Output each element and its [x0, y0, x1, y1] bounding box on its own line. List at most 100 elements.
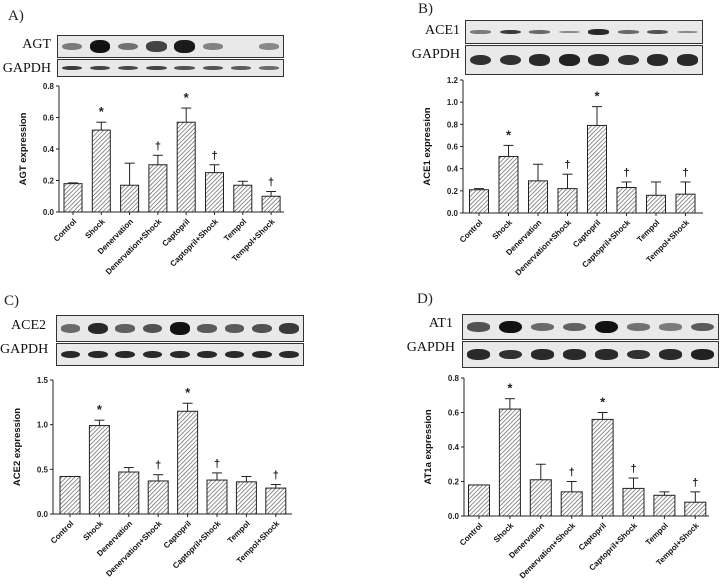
significance-dagger: † [155, 140, 161, 152]
blot-band [499, 29, 521, 35]
bar [177, 410, 199, 515]
significance-star: * [507, 381, 513, 396]
blot-band [61, 65, 83, 71]
blot-band [115, 324, 136, 333]
y-tick-label: 0.0 [447, 209, 459, 218]
blot-d-target-label: AT1 [428, 316, 453, 331]
blot-band [142, 323, 163, 334]
blot-d-loading-label: GAPDH [406, 340, 455, 355]
blot-band [118, 65, 139, 71]
blot-band [626, 349, 650, 360]
blot-band [88, 322, 108, 335]
western-blot-at1 [462, 314, 719, 340]
blot-b-target-label: ACE1 [425, 23, 460, 38]
significance-star: * [594, 89, 600, 104]
bar [88, 425, 110, 515]
blot-band [626, 323, 650, 331]
blot-band [594, 320, 618, 334]
y-tick-label: 1.0 [37, 421, 49, 430]
blot-band [499, 320, 523, 334]
y-tick-label: 0.4 [447, 165, 459, 174]
blot-band [690, 322, 714, 332]
blot-band [142, 350, 163, 359]
western-blot-gapdh-b [465, 45, 703, 75]
blot-band [258, 66, 280, 70]
y-axis-label: ACE1 expression [422, 107, 433, 185]
bar [63, 183, 83, 213]
bar [206, 479, 228, 515]
x-tick-label: Tempol [222, 217, 248, 243]
western-blot-gapdh-d [462, 341, 719, 368]
y-tick-label: 0.2 [43, 177, 55, 186]
bar [233, 184, 253, 213]
bar [616, 187, 637, 214]
blot-band [588, 54, 610, 66]
bar [557, 188, 578, 214]
blot-c-target-label: ACE2 [11, 318, 46, 333]
blot-band [470, 54, 492, 66]
blot-band [174, 65, 195, 71]
bar [205, 172, 224, 213]
y-tick-label: 0.6 [448, 409, 460, 418]
significance-star: * [97, 402, 103, 417]
significance-dagger: † [564, 159, 570, 171]
blot-band [588, 29, 610, 35]
blot-band [252, 350, 272, 359]
y-tick-label: 0.8 [447, 120, 459, 129]
blot-band [174, 40, 195, 53]
x-tick-label: Shock [492, 521, 516, 545]
bar [261, 195, 281, 213]
significance-dagger: † [273, 470, 279, 482]
bar [468, 484, 490, 517]
y-tick-label: 0.8 [448, 374, 460, 383]
significance-star: * [506, 127, 512, 142]
bar [176, 121, 196, 213]
blot-band [279, 323, 300, 334]
y-tick-label: 0.6 [447, 143, 459, 152]
significance-dagger: † [155, 460, 161, 472]
x-tick-label: Control [52, 217, 78, 243]
blot-band [197, 324, 218, 333]
x-tick-label: Tempol [644, 521, 670, 547]
significance-star: * [600, 395, 606, 410]
blot-band [647, 54, 669, 66]
bar [148, 164, 168, 213]
blot-band [258, 43, 280, 50]
bar [675, 193, 696, 214]
bar [529, 479, 552, 517]
bar [498, 155, 519, 214]
x-tick-label: Tempol [635, 218, 661, 244]
y-tick-label: 0.0 [448, 512, 460, 521]
y-tick-label: 0.5 [37, 465, 49, 474]
blot-a-target-label: AGT [22, 37, 51, 52]
blot-band [170, 322, 190, 335]
chart-ace1: 0.0 0.2 0.4 0.6 0.8 1.0 1.2 ACE1 expression Cont… [422, 76, 703, 277]
chart-ace2: 0.0 0.5 1.0 1.5 ACE2 expression Control * Shock… [12, 376, 292, 578]
blot-band [467, 322, 491, 332]
blot-band [146, 65, 167, 71]
x-tick-label: Control [458, 521, 484, 547]
blot-band [202, 65, 223, 71]
bar [91, 129, 111, 213]
blot-band [617, 30, 639, 34]
y-tick-label: 1.0 [447, 98, 459, 107]
blot-band [529, 54, 551, 66]
western-blot-gapdh-c [56, 343, 304, 366]
blot-band [563, 349, 587, 360]
significance-dagger: † [630, 463, 636, 475]
significance-dagger: † [214, 458, 220, 470]
blot-band [676, 54, 698, 66]
blot-band [88, 350, 108, 359]
blot-band [90, 40, 111, 53]
blot-band [224, 324, 245, 333]
x-tick-label: Denervation+Shock [104, 519, 164, 579]
western-blot-ace1 [465, 20, 703, 44]
blot-band [146, 41, 167, 52]
blot-band [61, 42, 83, 51]
x-tick-label: Captopril+Shock [168, 217, 220, 269]
bar [120, 184, 140, 213]
bar [498, 408, 521, 517]
y-tick-label: 0.2 [448, 478, 460, 487]
x-tick-label: Tempol [226, 519, 252, 545]
y-tick-label: 0.4 [43, 145, 55, 154]
